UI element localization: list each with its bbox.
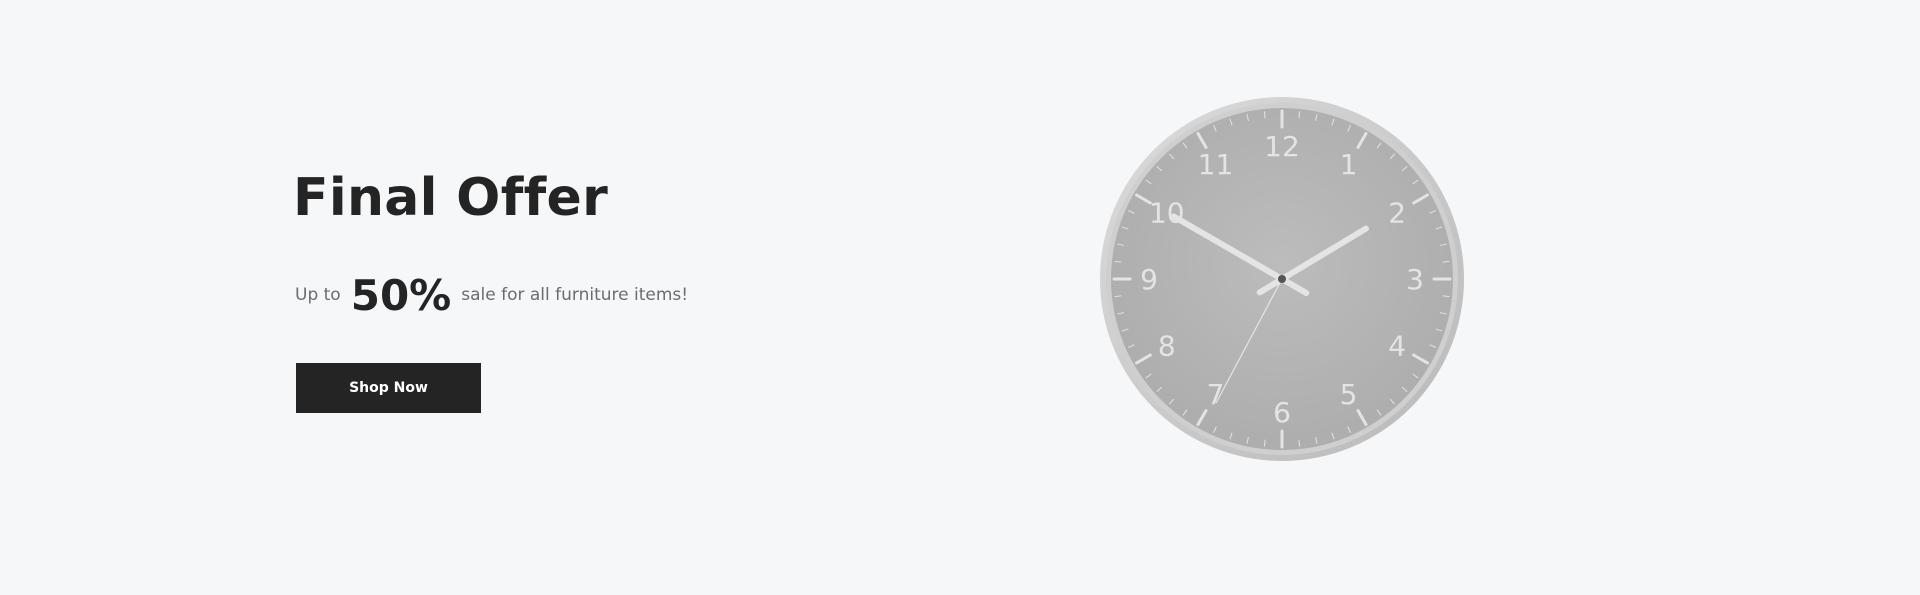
minute-tick: [1298, 111, 1301, 119]
clock-numeral: 1: [1340, 148, 1358, 181]
clock-hands: [1170, 213, 1370, 404]
minute-tick: [1412, 373, 1419, 379]
minute-tick: [1114, 260, 1122, 263]
minute-tick: [1121, 226, 1129, 230]
minute-tick: [1347, 125, 1351, 132]
clock-numeral: 8: [1158, 330, 1176, 363]
banner-title: Final Offer: [293, 168, 609, 228]
offer-percent: 50%: [350, 270, 452, 320]
minute-tick: [1263, 439, 1266, 447]
clock-hub: [1278, 275, 1286, 283]
offer-suffix: sale for all furniture items!: [461, 285, 689, 305]
minute-tick: [1114, 295, 1122, 298]
minute-tick: [1246, 436, 1249, 444]
minute-tick: [1182, 142, 1188, 149]
minute-tick: [1156, 166, 1163, 172]
clock-numeral: 10: [1149, 197, 1185, 230]
hour-tick: [1356, 409, 1368, 426]
minute-tick: [1331, 118, 1335, 126]
minute-tick: [1145, 373, 1152, 379]
minute-tick: [1298, 439, 1301, 447]
hour-tick: [1412, 353, 1429, 365]
hour-tick: [1135, 193, 1152, 205]
offer-prefix: Up to: [295, 285, 341, 305]
minute-tick: [1442, 295, 1450, 298]
clock-numeral: 12: [1264, 130, 1300, 163]
hour-tick: [1412, 193, 1429, 205]
minute-tick: [1429, 210, 1436, 214]
minute-tick: [1389, 153, 1395, 160]
minute-tick: [1169, 398, 1175, 405]
minute-tick: [1156, 386, 1163, 392]
minute-tick: [1145, 179, 1152, 185]
clock-numeral: 7: [1207, 378, 1225, 411]
minute-tick: [1213, 426, 1217, 433]
minute-tick: [1169, 153, 1175, 160]
minute-tick: [1229, 118, 1233, 126]
minute-tick: [1435, 226, 1443, 230]
minute-tick: [1315, 436, 1318, 444]
hour-hand: [1256, 225, 1370, 296]
banner-content: Final Offer Up to 50% sale for all furni…: [293, 168, 688, 320]
minute-tick: [1246, 114, 1249, 122]
minute-tick: [1376, 409, 1382, 416]
hour-tick: [1135, 353, 1152, 365]
minute-tick: [1121, 328, 1129, 332]
clock-numeral: 11: [1198, 148, 1234, 181]
second-hand: [1215, 278, 1283, 404]
clock-numeral: 4: [1388, 330, 1406, 363]
minute-tick: [1315, 114, 1318, 122]
minute-tick: [1429, 344, 1436, 348]
minute-tick: [1412, 179, 1419, 185]
minute-tick: [1117, 312, 1125, 315]
minute-tick: [1439, 312, 1447, 315]
clock-numeral: 2: [1388, 197, 1406, 230]
minute-tick: [1442, 260, 1450, 263]
offer-line: Up to 50% sale for all furniture items!: [293, 270, 688, 320]
clock-numeral: 6: [1273, 396, 1291, 429]
clock-numeral: 5: [1340, 378, 1358, 411]
minute-tick: [1435, 328, 1443, 332]
hour-tick: [1196, 409, 1208, 426]
minute-tick: [1331, 432, 1335, 440]
minute-tick: [1117, 243, 1125, 246]
minute-tick: [1263, 111, 1266, 119]
minute-tick: [1128, 344, 1135, 348]
clock-ticks: [1112, 109, 1452, 449]
minute-tick: [1439, 243, 1447, 246]
minute-tick: [1401, 166, 1408, 172]
clock-numeral: 9: [1140, 263, 1158, 296]
minute-tick: [1389, 398, 1395, 405]
hour-tick: [1356, 132, 1368, 149]
minute-tick: [1347, 426, 1351, 433]
minute-tick: [1182, 409, 1188, 416]
minute-tick: [1376, 142, 1382, 149]
minute-tick: [1401, 386, 1408, 392]
clock-image: 12 1 2 3 4 5 6 7 8 9 10 11: [1097, 94, 1467, 464]
minute-tick: [1229, 432, 1233, 440]
clock-numeral: 3: [1406, 263, 1424, 296]
minute-tick: [1128, 210, 1135, 214]
minute-tick: [1213, 125, 1217, 132]
shop-now-button[interactable]: Shop Now: [296, 363, 481, 413]
hour-tick: [1196, 132, 1208, 149]
